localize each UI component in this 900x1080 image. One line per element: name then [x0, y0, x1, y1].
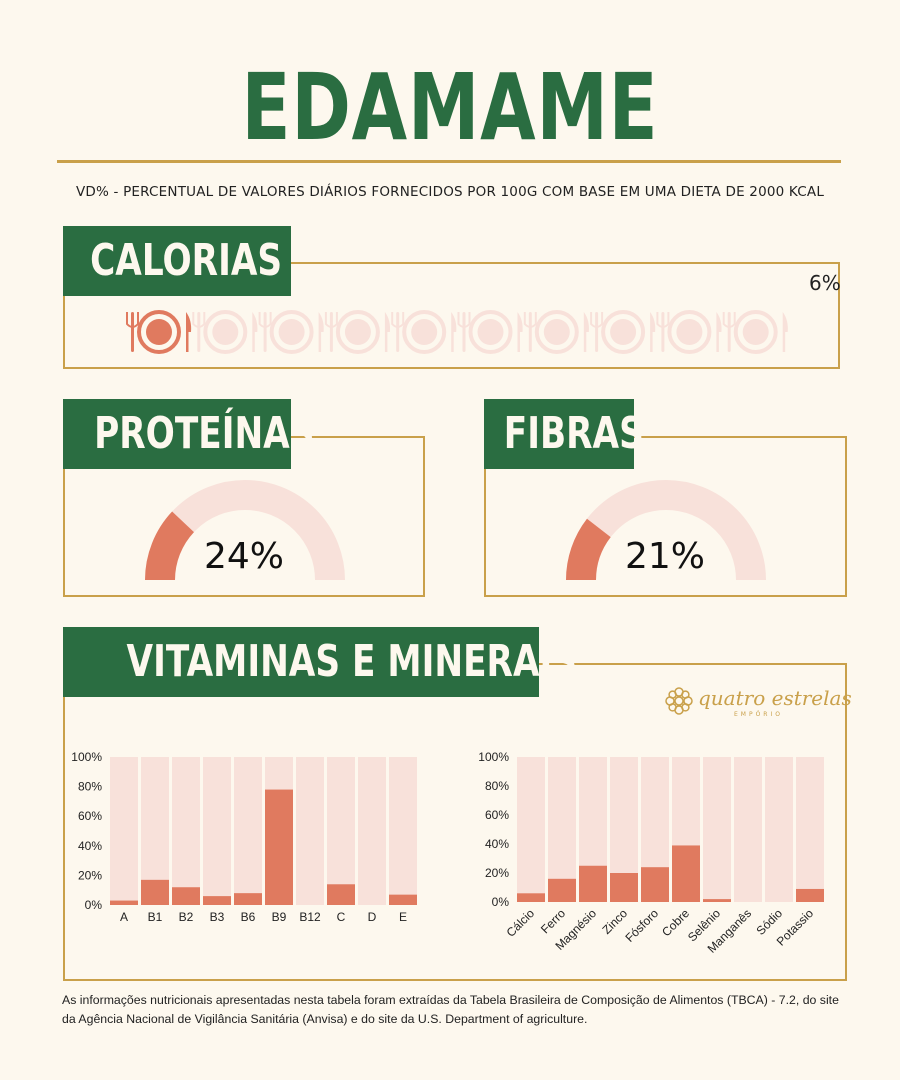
- mandala-icon: [665, 687, 693, 715]
- vitaminas-banner: VITAMINAS E MINERAIS: [63, 627, 577, 697]
- bar-b9: [265, 789, 293, 905]
- x-tick-label: B6: [241, 910, 256, 924]
- y-tick-label: 20%: [485, 866, 509, 880]
- bar-selênio: [703, 899, 731, 902]
- proteinas-banner: PROTEÍNAS: [63, 399, 314, 469]
- y-tick-label: 20%: [78, 868, 102, 882]
- fibras-gauge-fill: [566, 518, 612, 581]
- bar-b6: [234, 893, 262, 905]
- y-tick-label: 100%: [478, 750, 509, 764]
- y-tick-label: 100%: [71, 750, 102, 764]
- x-tick-label: B12: [299, 910, 321, 924]
- bar-c: [327, 884, 355, 905]
- vitaminas-label: VITAMINAS E MINERAIS: [126, 636, 578, 687]
- x-tick-label: E: [399, 910, 407, 924]
- x-tick-label: B3: [210, 910, 225, 924]
- logo-text: quatro estrelas: [698, 686, 852, 710]
- bar-fósforo: [641, 867, 669, 902]
- logo: quatro estrelas EMPÓRIO: [664, 684, 852, 724]
- fibras-label: FIBRAS: [503, 408, 644, 459]
- plate-cutlery-icon-2: [192, 310, 258, 354]
- x-tick-label: Fósforo: [622, 906, 661, 945]
- calorias-box: [63, 262, 840, 369]
- x-tick-label: B9: [272, 910, 287, 924]
- y-tick-label: 60%: [78, 809, 102, 823]
- bar-background: [734, 757, 762, 902]
- y-tick-label: 40%: [78, 839, 102, 853]
- x-tick-label: B2: [179, 910, 194, 924]
- bar-background: [296, 757, 324, 905]
- plate-cutlery-icon-1: [126, 310, 192, 354]
- y-tick-label: 80%: [485, 779, 509, 793]
- bar-b1: [141, 879, 169, 905]
- plate-cutlery-icon-3: [258, 310, 324, 354]
- fibras-banner: FIBRAS: [484, 399, 644, 469]
- bar-potassio: [796, 888, 824, 902]
- page-title: EDAMAME: [241, 54, 659, 161]
- bar-background: [203, 757, 231, 905]
- fibras-value: 21%: [624, 536, 705, 577]
- footer-source-note: As informações nutricionais apresentadas…: [62, 993, 839, 1026]
- bar-background: [110, 757, 138, 905]
- bar-a: [110, 900, 138, 905]
- y-tick-label: 60%: [485, 808, 509, 822]
- bar-e: [389, 894, 417, 905]
- bar-background: [703, 757, 731, 902]
- bar-cobre: [672, 845, 700, 902]
- proteinas-label: PROTEÍNAS: [94, 408, 315, 459]
- plate-cutlery-icon-10: [722, 310, 788, 354]
- bar-background: [765, 757, 793, 902]
- bar-background: [548, 757, 576, 902]
- bar-background: [327, 757, 355, 905]
- calorias-banner: CALORIAS: [63, 226, 291, 296]
- bar-background: [172, 757, 200, 905]
- x-tick-label: D: [368, 910, 377, 924]
- y-tick-label: 0%: [85, 898, 103, 912]
- plate-cutlery-icon-4: [324, 310, 391, 354]
- plate-cutlery-icon-7: [523, 310, 589, 354]
- calorias-value: 6%: [809, 271, 841, 295]
- x-tick-label: Cálcio: [504, 906, 538, 940]
- plate-cutlery-icon-6: [457, 310, 523, 354]
- proteinas-gauge-fill: [145, 511, 195, 581]
- y-tick-label: 0%: [492, 895, 510, 909]
- logo-subtext: EMPÓRIO: [734, 711, 783, 718]
- x-tick-label: C: [337, 910, 346, 924]
- bar-magnésio: [579, 865, 607, 902]
- bar-background: [234, 757, 262, 905]
- bar-cálcio: [517, 893, 545, 902]
- bar-zinco: [610, 873, 638, 902]
- calorias-label: CALORIAS: [90, 235, 283, 286]
- bar-ferro: [548, 878, 576, 902]
- proteinas-value: 24%: [203, 536, 284, 577]
- title-divider: [57, 160, 841, 163]
- x-tick-label: B1: [148, 910, 163, 924]
- fibras-box: [484, 436, 847, 597]
- bar-background: [389, 757, 417, 905]
- bar-background: [358, 757, 386, 905]
- bar-b2: [172, 887, 200, 905]
- plate-cutlery-icon-5: [391, 310, 457, 354]
- plate-cutlery-icon-8: [590, 310, 656, 354]
- y-tick-label: 80%: [78, 780, 102, 794]
- bar-b3: [203, 896, 231, 905]
- plate-cutlery-icon-9: [656, 310, 722, 354]
- bar-background: [517, 757, 545, 902]
- y-tick-label: 40%: [485, 837, 509, 851]
- x-tick-label: A: [120, 910, 128, 924]
- bar-background: [796, 757, 824, 902]
- subtitle: VD% - PERCENTUAL DE VALORES DIÁRIOS FORN…: [75, 184, 825, 200]
